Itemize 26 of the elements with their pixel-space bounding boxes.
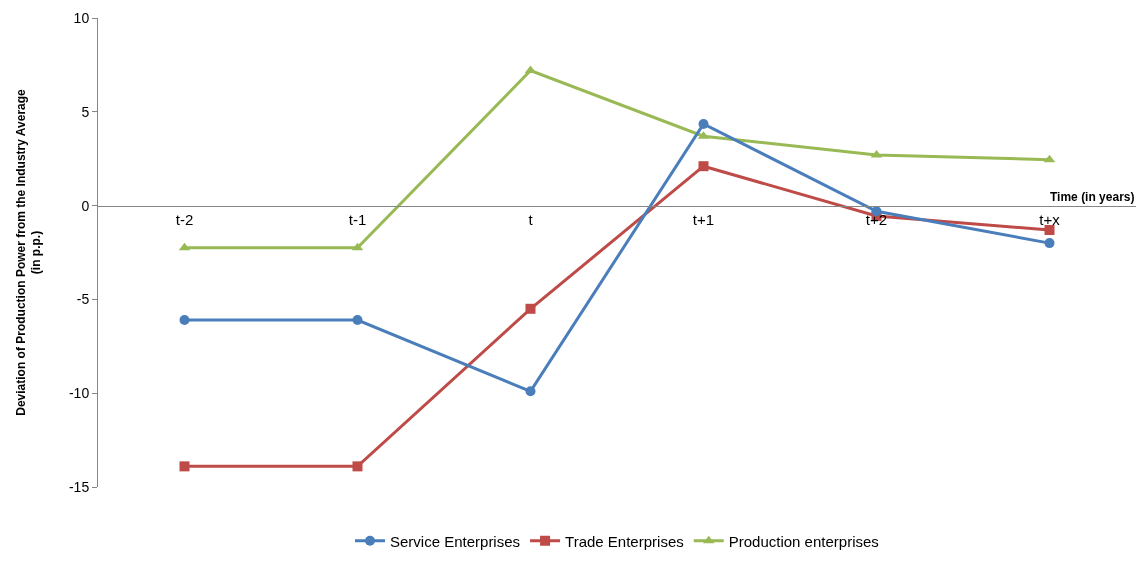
x-axis-title: Time (in years) (1050, 190, 1135, 204)
point (525, 303, 536, 314)
y-tick-label: -10 (68, 385, 90, 402)
point (179, 461, 190, 472)
point (352, 315, 363, 326)
x-tick-label: t (528, 210, 534, 228)
x-tick-label: t+1 (692, 210, 715, 228)
point (698, 118, 709, 129)
point (1044, 238, 1055, 249)
point (352, 461, 363, 472)
y-tick-label: -15 (68, 478, 90, 495)
y-tick-label: 5 (81, 103, 90, 120)
legend-label: Trade Enterprises (565, 532, 684, 550)
x-tick-label: t+x (1039, 210, 1061, 228)
y-tick-label: 10 (73, 9, 90, 26)
legend-label: Production enterprises (728, 532, 879, 550)
point (179, 315, 190, 326)
y-tick-label: 0 (81, 197, 90, 214)
y-axis-title: Deviation of Production Power from the Industry Average (in p.p.) (13, 88, 44, 416)
y-tick-label: -5 (76, 291, 90, 308)
point (1044, 224, 1055, 235)
x-tick-label: t-1 (348, 210, 367, 228)
legend-label: Service Enterprises (390, 532, 521, 550)
x-tick-label: t-2 (175, 210, 194, 228)
point (698, 161, 709, 172)
point (525, 386, 536, 397)
